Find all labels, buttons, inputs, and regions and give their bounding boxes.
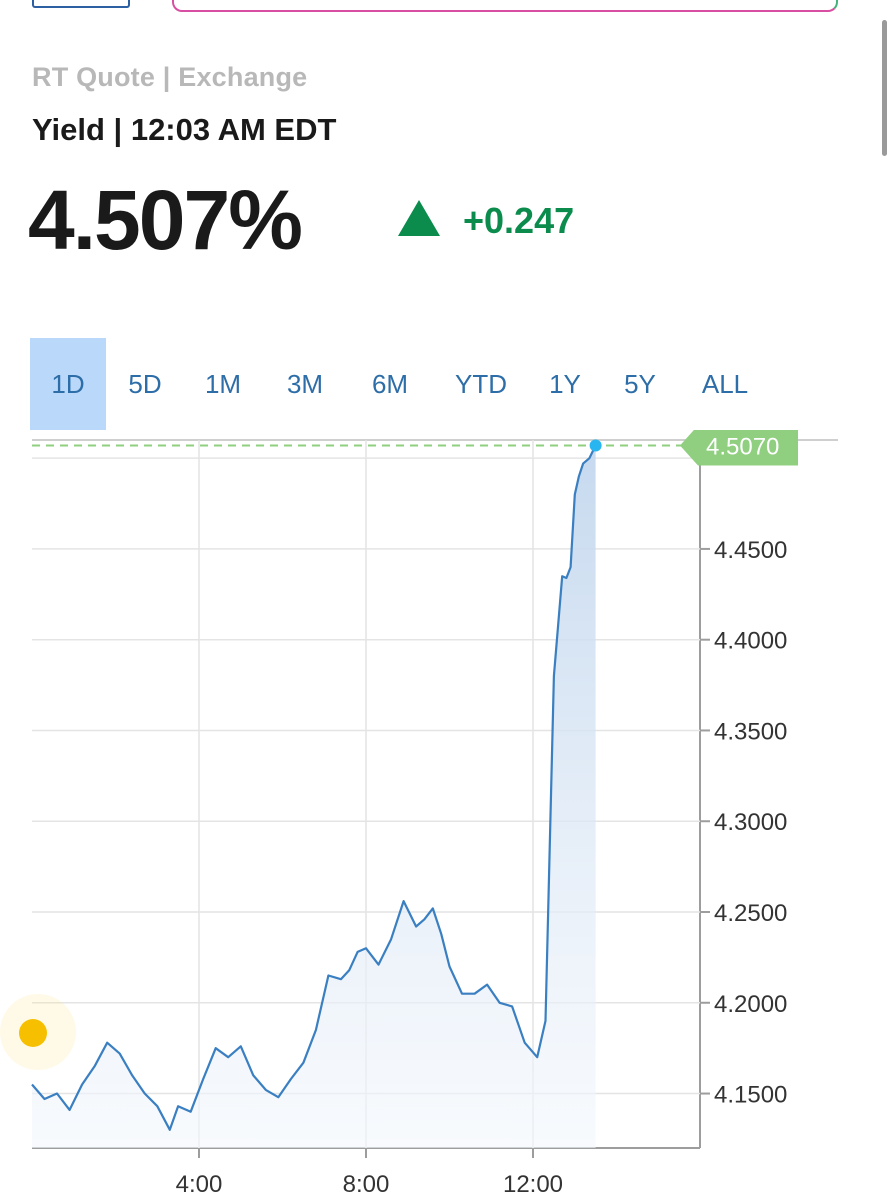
y-tick-label: 4.4500 xyxy=(714,537,787,564)
range-tabs: 1D 5D 1M 3M 6M YTD 1Y 5Y ALL xyxy=(30,338,770,430)
x-tick-label: 12:00 xyxy=(503,1171,563,1198)
last-price: 4.507% xyxy=(28,173,303,267)
series-line xyxy=(31,444,597,1131)
y-tick-label: 4.2000 xyxy=(714,991,787,1018)
tab-5y[interactable]: 5Y xyxy=(624,368,656,399)
y-tick-label: 4.3000 xyxy=(714,809,787,836)
quote-source: RT Quote | Exchange xyxy=(32,62,308,92)
yield-time: Yield | 12:03 AM EDT xyxy=(32,112,337,147)
tab-all[interactable]: ALL xyxy=(701,368,749,399)
x-axis: 4:00 8:00 12:00 xyxy=(176,1171,563,1198)
yield-chart[interactable]: 4.1500 4.2000 4.2500 4.3000 4.3500 4.4000 4.45… xyxy=(0,430,891,1200)
y-tick-label: 4.3500 xyxy=(714,718,787,745)
search-bar[interactable] xyxy=(172,0,838,12)
tab-ytd[interactable]: YTD xyxy=(455,368,507,399)
series-area xyxy=(32,445,596,1148)
tab-1d[interactable]: 1D xyxy=(30,338,106,430)
tab-5d[interactable]: 5D xyxy=(128,368,162,399)
tab-3m[interactable]: 3M xyxy=(286,368,324,399)
tab-6m[interactable]: 6M xyxy=(371,368,409,399)
current-value-tag: 4.5070 xyxy=(680,430,798,466)
y-tick-label: 4.1500 xyxy=(714,1082,787,1109)
current-point xyxy=(589,439,602,452)
current-value-tag-shape xyxy=(680,430,798,466)
floating-action-dot[interactable] xyxy=(19,1019,47,1047)
top-left-button[interactable] xyxy=(32,0,130,8)
y-tick-label: 4.2500 xyxy=(714,900,787,927)
tab-1y[interactable]: 1Y xyxy=(549,368,581,399)
current-value-label: 4.5070 xyxy=(706,433,779,460)
price-change: +0.247 xyxy=(463,200,575,241)
x-tick-label: 4:00 xyxy=(176,1171,223,1198)
tab-1m[interactable]: 1M xyxy=(204,368,242,399)
x-tick-label: 8:00 xyxy=(343,1171,390,1198)
y-tick-label: 4.4000 xyxy=(714,628,787,655)
up-arrow-icon xyxy=(398,200,440,236)
scrollbar[interactable] xyxy=(882,20,887,156)
y-axis: 4.1500 4.2000 4.2500 4.3000 4.3500 4.4000 4.45… xyxy=(714,537,787,1109)
